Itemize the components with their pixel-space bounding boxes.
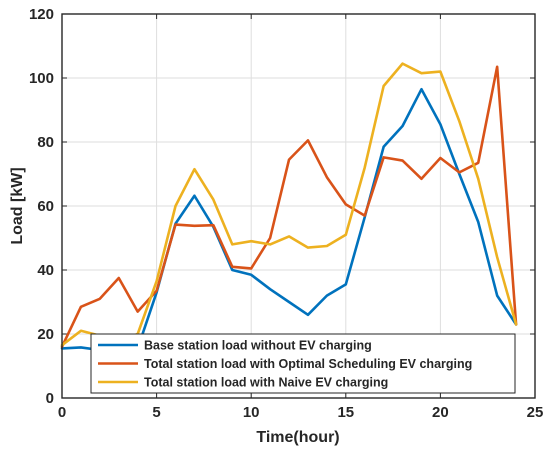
legend-box [90, 333, 516, 394]
x-tick-label: 5 [152, 404, 160, 421]
legend-label-naive-charging: Total station load with Naive EV chargin… [144, 376, 388, 390]
series-lines [60, 62, 518, 353]
y-tick-label: 120 [29, 6, 54, 23]
y-tick-label: 100 [29, 70, 54, 87]
series-line-optimal-scheduling [60, 65, 518, 349]
x-tick-label: 15 [337, 404, 354, 421]
x-tick-label: 25 [527, 404, 544, 421]
x-axis-label: Time(hour) [256, 429, 339, 446]
y-axis-label: Load [kW] [9, 167, 26, 244]
plot-frame [61, 13, 536, 399]
y-tick-label: 40 [37, 262, 54, 279]
x-tick-label: 0 [58, 404, 66, 421]
legend-label-base-load: Base station load without EV charging [144, 339, 372, 353]
y-tick-label: 20 [37, 326, 54, 343]
series-line-base-load [60, 87, 518, 353]
x-tick-label: 20 [432, 404, 449, 421]
y-ticks: 0 20 40 60 80 100 120 [29, 6, 535, 407]
legend: Base station load without EV charging Tot… [90, 333, 516, 394]
y-tick-label: 60 [37, 198, 54, 215]
y-tick-label: 0 [46, 390, 54, 407]
x-tick-label: 10 [243, 404, 260, 421]
legend-label-optimal-scheduling: Total station load with Optimal Scheduli… [144, 357, 472, 371]
y-tick-label: 80 [37, 134, 54, 151]
